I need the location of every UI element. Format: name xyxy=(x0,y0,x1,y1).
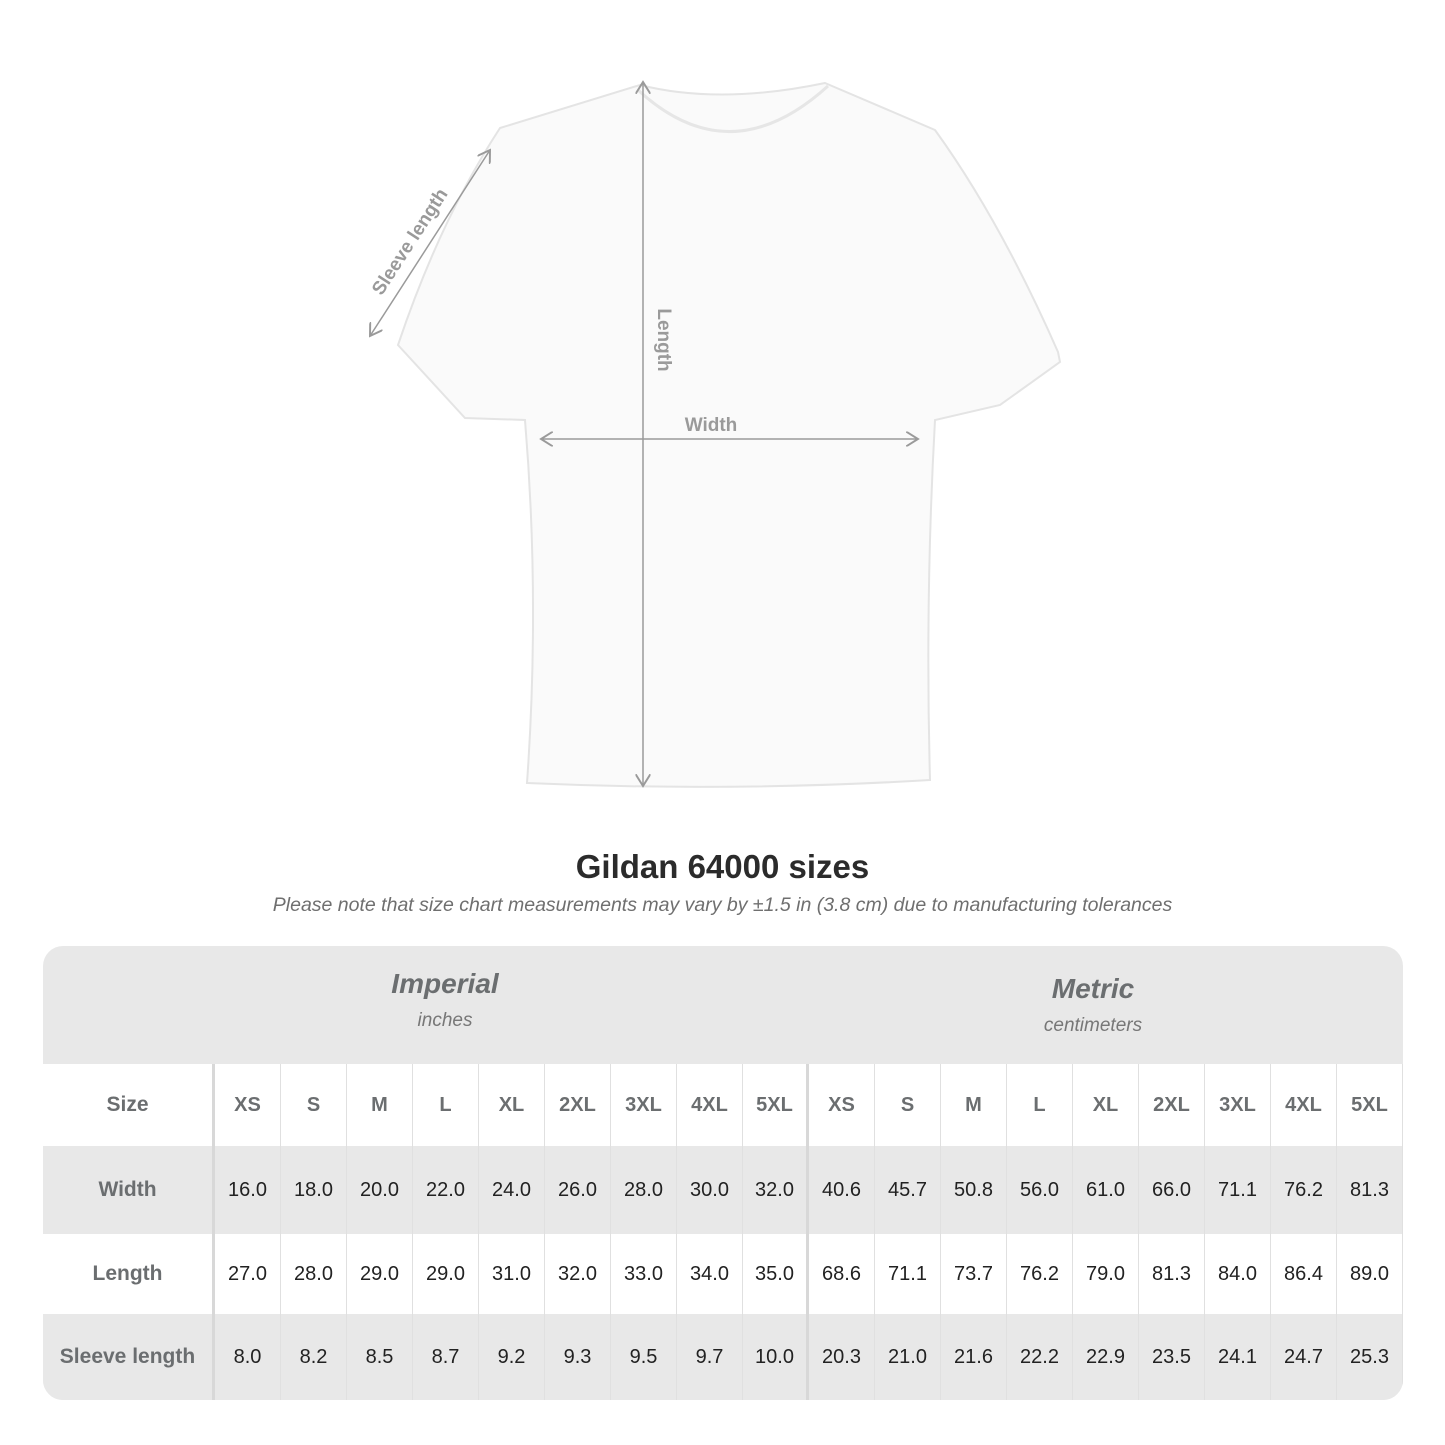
tshirt-diagram: Sleeve length Length Width xyxy=(368,0,1062,788)
metric-value-cell: 50.8 xyxy=(941,1146,1007,1234)
imperial-size-l: L xyxy=(413,1064,479,1146)
metric-value-cell: 22.9 xyxy=(1073,1314,1139,1400)
size-header: Size xyxy=(43,1064,215,1146)
imperial-value-cell: 8.5 xyxy=(347,1314,413,1400)
metric-value-cell: 76.2 xyxy=(1007,1234,1073,1314)
imperial-header: Imperial inches xyxy=(245,968,645,1032)
metric-value-cell: 24.7 xyxy=(1271,1314,1337,1400)
imperial-value-cell: 8.7 xyxy=(413,1314,479,1400)
metric-value-cell: 76.2 xyxy=(1271,1146,1337,1234)
imperial-value-cell: 9.3 xyxy=(545,1314,611,1400)
imperial-value-cell: 31.0 xyxy=(479,1234,545,1314)
metric-value-cell: 66.0 xyxy=(1139,1146,1205,1234)
metric-size-m: M xyxy=(941,1064,1007,1146)
metric-value-cell: 89.0 xyxy=(1337,1234,1403,1314)
imperial-value-cell: 28.0 xyxy=(281,1234,347,1314)
row-label: Length xyxy=(43,1234,215,1314)
metric-value-cell: 71.1 xyxy=(1205,1146,1271,1234)
imperial-title: Imperial xyxy=(391,968,499,999)
imperial-value-cell: 30.0 xyxy=(677,1146,743,1234)
imperial-value-cell: 9.2 xyxy=(479,1314,545,1400)
metric-unit: centimeters xyxy=(1043,1015,1143,1036)
imperial-value-cell: 34.0 xyxy=(677,1234,743,1314)
imperial-value-cell: 22.0 xyxy=(413,1146,479,1234)
metric-value-cell: 81.3 xyxy=(1337,1146,1403,1234)
imperial-value-cell: 16.0 xyxy=(215,1146,281,1234)
size-table: Imperial inches Metric centimeters Size X… xyxy=(43,946,1403,1400)
imperial-size-m: M xyxy=(347,1064,413,1146)
imperial-size-2xl: 2XL xyxy=(545,1064,611,1146)
page-title: Gildan 64000 sizes xyxy=(575,848,870,885)
imperial-value-cell: 28.0 xyxy=(611,1146,677,1234)
metric-value-cell: 45.7 xyxy=(875,1146,941,1234)
imperial-size-xs: XS xyxy=(215,1064,281,1146)
sleeve-length-arrow xyxy=(370,150,490,336)
width-label: Width xyxy=(685,415,738,436)
imperial-size-3xl: 3XL xyxy=(611,1064,677,1146)
row-label: Sleeve length xyxy=(43,1314,215,1400)
imperial-value-cell: 27.0 xyxy=(215,1234,281,1314)
imperial-value-cell: 8.0 xyxy=(215,1314,281,1400)
metric-size-2xl: 2XL xyxy=(1139,1064,1205,1146)
imperial-size-xl: XL xyxy=(479,1064,545,1146)
imperial-value-cell: 9.7 xyxy=(677,1314,743,1400)
metric-value-cell: 21.6 xyxy=(941,1314,1007,1400)
imperial-value-cell: 8.2 xyxy=(281,1314,347,1400)
length-label: Length xyxy=(653,308,674,371)
metric-size-5xl: 5XL xyxy=(1337,1064,1403,1146)
imperial-value-cell: 35.0 xyxy=(743,1234,809,1314)
metric-value-cell: 73.7 xyxy=(941,1234,1007,1314)
metric-value-cell: 79.0 xyxy=(1073,1234,1139,1314)
imperial-value-cell: 32.0 xyxy=(545,1234,611,1314)
imperial-value-cell: 9.5 xyxy=(611,1314,677,1400)
metric-value-cell: 22.2 xyxy=(1007,1314,1073,1400)
row-label: Width xyxy=(43,1146,215,1234)
metric-size-4xl: 4XL xyxy=(1271,1064,1337,1146)
metric-title: Metric xyxy=(1051,973,1135,1004)
imperial-size-s: S xyxy=(281,1064,347,1146)
imperial-value-cell: 29.0 xyxy=(413,1234,479,1314)
metric-size-l: L xyxy=(1007,1064,1073,1146)
imperial-value-cell: 24.0 xyxy=(479,1146,545,1234)
imperial-unit: inches xyxy=(417,1010,473,1031)
imperial-value-cell: 33.0 xyxy=(611,1234,677,1314)
metric-value-cell: 21.0 xyxy=(875,1314,941,1400)
metric-size-xl: XL xyxy=(1073,1064,1139,1146)
imperial-size-4xl: 4XL xyxy=(677,1064,743,1146)
imperial-size-5xl: 5XL xyxy=(743,1064,809,1146)
tolerance-note: Please note that size chart measurements… xyxy=(272,894,1173,916)
metric-value-cell: 71.1 xyxy=(875,1234,941,1314)
imperial-value-cell: 26.0 xyxy=(545,1146,611,1234)
tshirt-collar xyxy=(636,84,830,133)
metric-value-cell: 68.6 xyxy=(809,1234,875,1314)
imperial-value-cell: 29.0 xyxy=(347,1234,413,1314)
size-grid: Size XS S M L XL 2XL 3XL 4XL 5XL XS S M L XL 2XL 3XL 4XL 5… xyxy=(43,1064,1403,1400)
metric-value-cell: 61.0 xyxy=(1073,1146,1139,1234)
metric-value-cell: 40.6 xyxy=(809,1146,875,1234)
metric-size-s: S xyxy=(875,1064,941,1146)
metric-size-xs: XS xyxy=(809,1064,875,1146)
metric-value-cell: 81.3 xyxy=(1139,1234,1205,1314)
metric-value-cell: 86.4 xyxy=(1271,1234,1337,1314)
metric-value-cell: 24.1 xyxy=(1205,1314,1271,1400)
metric-value-cell: 56.0 xyxy=(1007,1146,1073,1234)
metric-value-cell: 20.3 xyxy=(809,1314,875,1400)
metric-value-cell: 23.5 xyxy=(1139,1314,1205,1400)
imperial-value-cell: 20.0 xyxy=(347,1146,413,1234)
metric-size-3xl: 3XL xyxy=(1205,1064,1271,1146)
metric-value-cell: 84.0 xyxy=(1205,1234,1271,1314)
imperial-value-cell: 18.0 xyxy=(281,1146,347,1234)
metric-value-cell: 25.3 xyxy=(1337,1314,1403,1400)
imperial-value-cell: 10.0 xyxy=(743,1314,809,1400)
metric-header: Metric centimeters xyxy=(893,973,1293,1037)
imperial-value-cell: 32.0 xyxy=(743,1146,809,1234)
